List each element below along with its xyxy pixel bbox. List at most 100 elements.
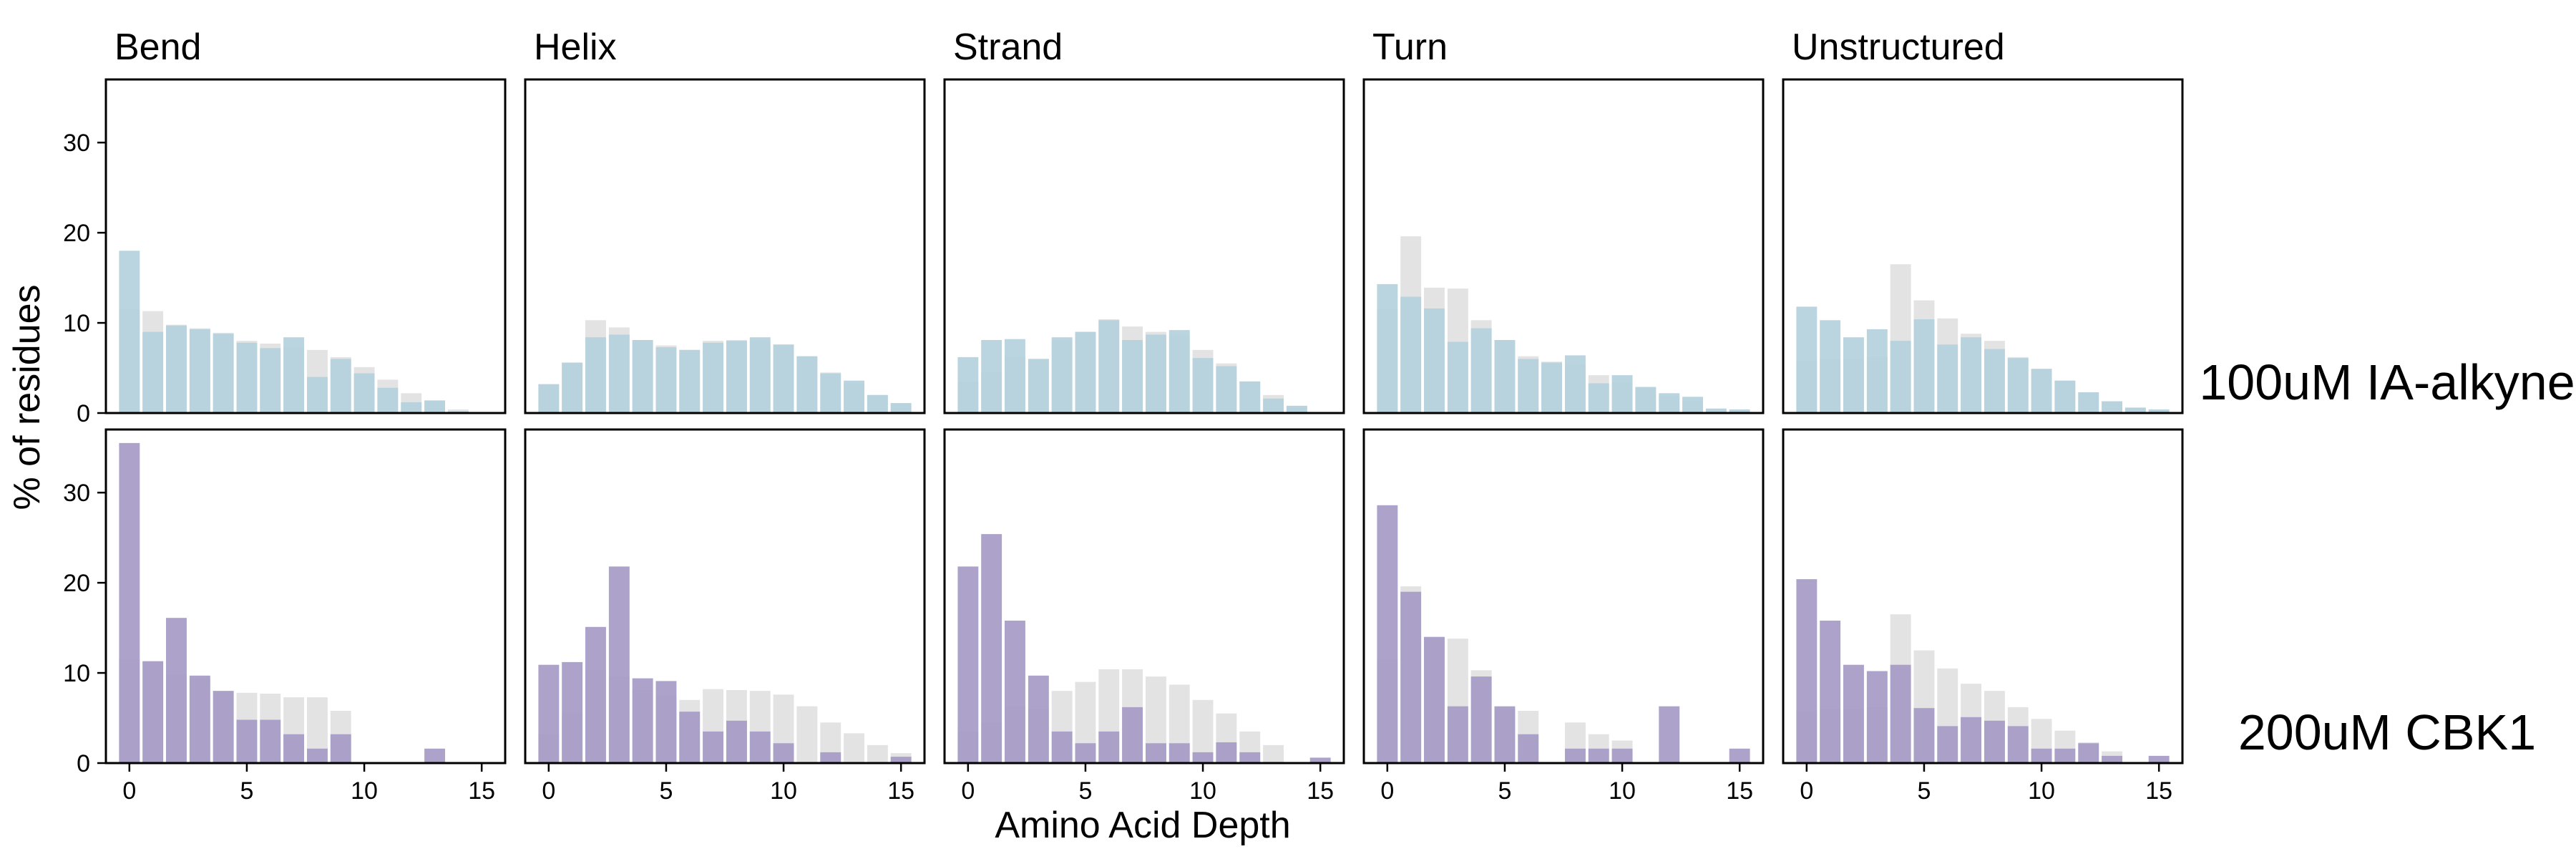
bar-highlight-1-4-3 [1866,671,1888,763]
bar-highlight-1-0-2 [166,618,187,763]
bar-highlight-0-2-0 [957,356,979,413]
panel-0-2: Strand [943,26,1345,414]
bar-highlight-1-0-4 [213,691,234,763]
bar-highlight-1-2-5 [1075,743,1096,763]
bar-highlight-0-1-11 [796,356,818,413]
bar-highlight-1-3-10 [1611,748,1633,763]
bar-highlight-1-3-2 [1424,636,1445,763]
bar-highlight-0-2-4 [1051,337,1073,413]
bar-highlight-0-3-15 [1729,409,1750,413]
panel-frame-1-1 [524,428,926,765]
x-tick-label-1-15: 15 [887,777,914,805]
bar-highlight-0-3-10 [1611,375,1633,413]
x-tick-label-0-5: 5 [240,777,253,805]
bar-highlight-0-4-4 [1890,341,1911,413]
bar-highlight-1-3-1 [1400,591,1422,763]
bar-highlight-0-2-14 [1286,405,1307,413]
panel-1-0: 0 10 20 30 0 5 10 15 [63,428,507,805]
bar-highlight-0-4-8 [1984,349,2005,413]
bar-highlight-1-2-2 [1005,621,1025,763]
bar-highlight-1-4-13 [2102,755,2122,763]
bar-highlight-0-3-0 [1377,283,1398,413]
bar-highlight-1-2-8 [1146,743,1166,763]
bar-highlight-0-1-6 [679,349,701,413]
x-tick-label-2-0: 0 [961,777,975,805]
bar-highlight-1-1-1 [562,661,583,763]
x-tick-label-3-10: 10 [1609,777,1636,805]
bar-highlight-0-2-5 [1075,331,1096,413]
bar-highlight-0-0-8 [307,377,328,413]
x-tick-label-0-15: 15 [468,777,495,805]
bar-highlight-1-4-2 [1843,664,1864,763]
bar-highlight-0-0-9 [330,359,351,413]
bar-highlight-0-3-4 [1470,328,1492,413]
bar-highlight-0-0-12 [401,402,422,413]
bar-highlight-1-3-0 [1377,505,1398,763]
bar-highlight-1-3-8 [1565,748,1586,763]
bar-highlight-0-2-3 [1028,359,1049,413]
bar-highlight-1-4-8 [1984,720,2005,763]
bar-highlight-1-3-9 [1588,748,1609,763]
bar-highlight-1-4-9 [2007,726,2029,763]
bar-highlight-1-4-11 [2054,748,2076,763]
panel-frame-1-2 [943,428,1345,765]
bar-highlight-1-0-7 [283,734,304,763]
panel-1-3: 0 5 10 15 [1362,428,1765,805]
bar-highlight-0-2-9 [1169,330,1190,413]
bar-highlight-0-1-12 [820,373,841,413]
x-tick-label-4-10: 10 [2028,777,2055,805]
bar-highlight-0-3-14 [1705,408,1727,413]
bar-highlight-0-3-12 [1659,393,1680,413]
bar-highlight-0-4-5 [1913,319,1935,413]
bar-highlight-1-4-15 [2148,755,2170,763]
bar-highlight-1-1-3 [608,566,630,763]
y-tick-label-1-0: 0 [77,750,90,777]
bar-highlight-0-1-10 [773,344,794,413]
x-tick-label-0-10: 10 [351,777,378,805]
bar-highlight-0-0-11 [377,387,399,413]
bar-highlight-0-2-12 [1239,381,1261,413]
bar-highlight-1-1-8 [726,720,747,763]
bar-highlight-0-1-5 [655,347,677,413]
panel-frame-0-2 [943,78,1345,414]
bar-highlight-1-2-7 [1122,707,1143,763]
y-tick-label-0-30: 30 [63,130,90,157]
bar-highlight-0-1-0 [538,384,560,413]
bar-background-1-1-14 [867,744,888,763]
bar-highlight-1-1-6 [679,712,701,763]
bar-highlight-1-3-6 [1518,734,1539,763]
bar-highlight-0-4-9 [2007,358,2029,413]
bar-highlight-1-2-11 [1216,742,1237,763]
panel-0-0: Bend 0 10 20 30 [63,26,507,427]
bar-highlight-0-4-1 [1820,320,1841,413]
bar-highlight-0-1-8 [726,341,747,413]
bar-highlight-1-1-15 [890,757,912,763]
panel-frame-0-4 [1782,78,2184,414]
bar-highlight-1-4-5 [1913,708,1935,763]
bar-highlight-1-3-12 [1659,706,1680,763]
bar-highlight-1-2-4 [1051,731,1073,763]
bar-highlight-1-4-4 [1890,664,1911,763]
bar-highlight-0-2-10 [1192,358,1214,413]
bar-highlight-0-2-11 [1216,366,1237,413]
bar-highlight-0-4-11 [2054,380,2076,413]
x-tick-label-1-5: 5 [659,777,673,805]
bar-highlight-1-3-3 [1447,706,1468,763]
x-tick-label-4-0: 0 [1800,777,1813,805]
panel-title-4: Unstructured [1792,26,2005,68]
x-tick-label-4-5: 5 [1917,777,1931,805]
panel-title-0: Bend [114,26,201,68]
bar-highlight-1-4-12 [2078,743,2099,763]
row-label-top: 100uM IA-alkyne [2199,354,2575,410]
x-tick-label-3-15: 15 [1726,777,1753,805]
bar-highlight-1-0-0 [119,442,140,763]
bar-highlight-1-1-5 [655,681,677,763]
x-tick-label-3-0: 0 [1380,777,1394,805]
y-tick-label-1-30: 30 [63,480,90,507]
bar-highlight-0-0-6 [260,348,281,413]
x-tick-label-1-0: 0 [542,777,555,805]
bar-highlight-0-2-7 [1122,340,1143,413]
x-tick-label-1-10: 10 [770,777,797,805]
x-tick-label-4-15: 15 [2145,777,2172,805]
